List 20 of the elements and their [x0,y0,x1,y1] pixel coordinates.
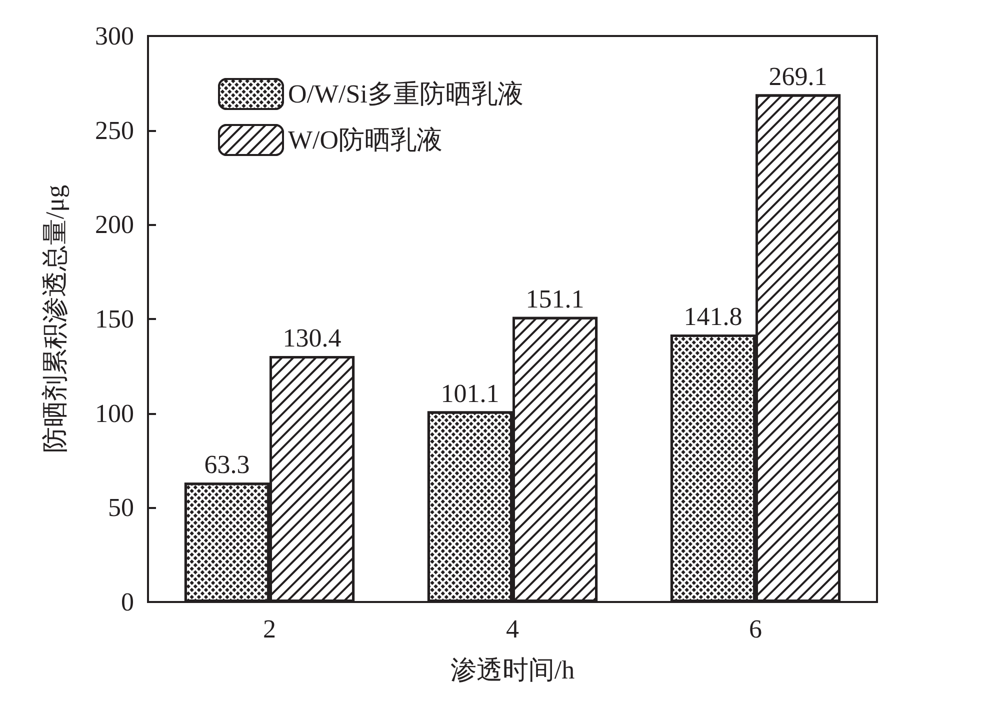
data-label: 63.3 [204,450,250,480]
data-label: 130.4 [282,323,342,352]
y-tick-label: 0 [121,588,134,616]
data-label: 141.8 [684,302,742,331]
data-label: 151.1 [526,284,584,314]
x-axis-title: 渗透时间/h [450,656,575,684]
legend-label: O/W/Si多重防晒乳液 [288,80,524,108]
y-axis-title: 防晒剂累积渗透总量/μg [40,184,70,454]
x-tick-label: 4 [506,614,519,644]
y-tick-label: 250 [95,116,134,145]
y-tick-label: 200 [95,210,134,240]
y-tick-label: 50 [108,493,134,522]
y-tick-label: 150 [95,304,134,334]
data-label: 269.1 [768,62,828,91]
y-tick-label: 300 [95,22,134,50]
data-label: 101.1 [440,378,500,408]
legend-label: W/O防晒乳液 [288,126,443,154]
x-tick-label: 6 [749,614,762,644]
x-tick-label: 2 [263,614,276,644]
y-tick-label: 100 [95,398,134,428]
